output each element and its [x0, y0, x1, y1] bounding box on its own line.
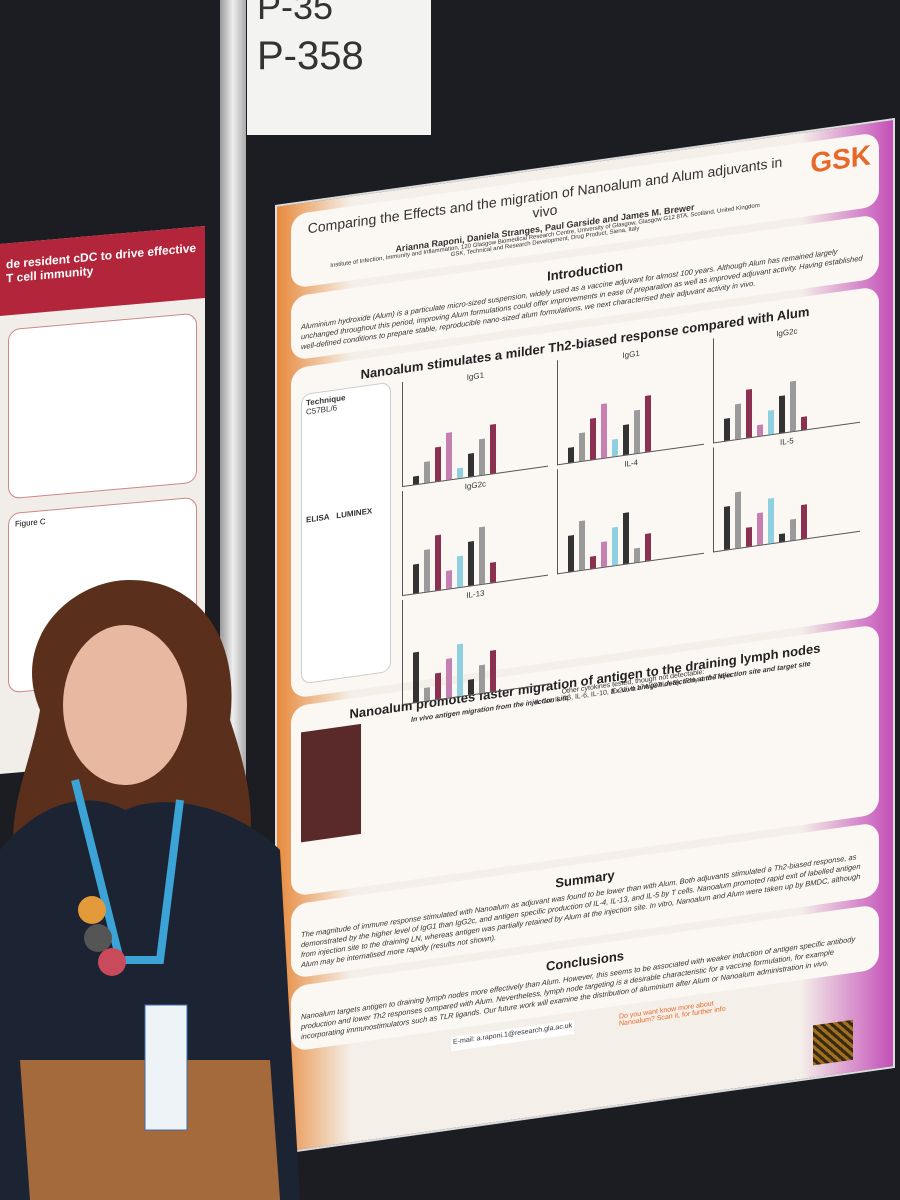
bar-graphic: [790, 380, 797, 432]
bar-graphic: [601, 541, 608, 568]
bar-graphic: [746, 389, 753, 439]
bar-graphic: [467, 679, 474, 696]
person: [0, 580, 300, 1200]
bar-graphic: [645, 533, 652, 562]
bar-graphic: [623, 512, 630, 565]
qr-code: [813, 1019, 853, 1066]
bar-graphic: [590, 556, 597, 569]
bar-graphic: [590, 418, 597, 460]
bar-graphic: [434, 672, 441, 700]
bar-graphic: [445, 432, 452, 481]
bar-graphic: [634, 409, 641, 454]
logo: GSK: [810, 139, 871, 179]
label: LUMINEX: [336, 506, 373, 521]
bar-graphic: [568, 447, 575, 464]
bar-graphic: [724, 506, 731, 551]
bar-graphic: [489, 424, 496, 475]
bar-graphic: [412, 564, 419, 594]
pin: [98, 948, 126, 976]
bar-graphic: [489, 562, 496, 584]
bar-graphic: [478, 438, 485, 476]
bar-graphic: [779, 395, 786, 434]
label: ELISA: [306, 512, 330, 525]
bar-graphic: [456, 643, 463, 697]
bar-graphic: [579, 520, 586, 571]
bar-graphic: [423, 687, 430, 702]
bar-graphic: [645, 395, 652, 453]
chart: IgG1: [557, 339, 704, 466]
bar-graphic: [489, 650, 496, 693]
bar-graphic: [623, 424, 630, 456]
sign-label: P-358: [257, 34, 364, 78]
pin: [78, 896, 106, 924]
left-poster-header: de resident cDC to drive effective T cel…: [0, 226, 205, 316]
bar-graphic: [423, 461, 430, 484]
face: [63, 625, 187, 785]
bar-graphic: [612, 526, 619, 566]
bar-graphic: [456, 555, 463, 588]
bar-graphic: [801, 504, 808, 540]
bar-graphic: [478, 526, 485, 585]
left-figure: [8, 312, 197, 500]
sign: P-35 P-358: [247, 0, 431, 135]
chart: IgG2c: [401, 470, 549, 597]
bar-graphic: [779, 533, 786, 543]
sign-top: P-35: [257, 0, 334, 27]
bar-graphic: [735, 491, 742, 549]
bar-graphic: [634, 547, 641, 563]
badge: [144, 1004, 188, 1131]
bar-graphic: [757, 424, 764, 437]
bar-graphic: [768, 498, 775, 544]
bar-graphic: [456, 467, 463, 479]
bar-graphic: [768, 410, 775, 435]
bar-graphic: [412, 476, 419, 485]
bar-graphic: [434, 534, 441, 591]
bar-graphic: [746, 527, 753, 548]
bar-graphic: [478, 664, 485, 694]
bar-graphic: [434, 446, 441, 482]
pin: [84, 924, 112, 952]
chart: IgG1: [401, 361, 549, 488]
bar-graphic: [467, 541, 474, 587]
bar-graphic: [601, 403, 608, 459]
bar-graphic: [412, 652, 419, 703]
chart: IgG2c: [713, 318, 860, 444]
bar-graphic: [445, 658, 452, 699]
poster: GSK Comparing the Effects and the migrat…: [275, 117, 895, 1155]
bar-graphic: [612, 438, 619, 457]
bar-graphic: [568, 535, 575, 573]
bar-graphic: [790, 518, 797, 541]
bar-graphic: [579, 432, 586, 462]
bar-graphic: [467, 453, 474, 478]
lanyard: [71, 779, 184, 964]
bar-graphic: [423, 549, 430, 593]
bar-graphic: [445, 570, 452, 590]
chart: IL-13: [401, 579, 549, 706]
bar-graphic: [735, 403, 742, 440]
bar-graphic: [801, 416, 808, 431]
chart: IL-5: [713, 427, 860, 553]
chart: IL-4: [557, 448, 704, 575]
bar-graphic: [757, 512, 764, 546]
bar-graphic: [724, 418, 731, 442]
